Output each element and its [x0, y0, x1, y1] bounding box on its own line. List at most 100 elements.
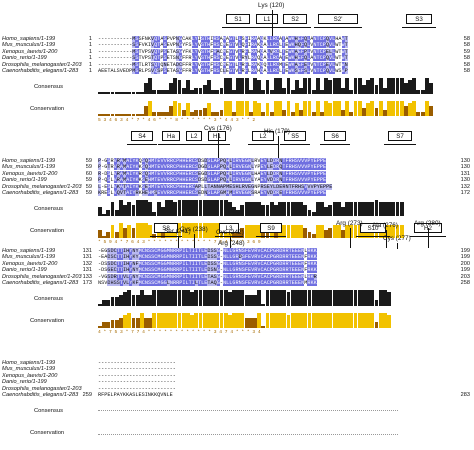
sequence-start: 133 [82, 273, 92, 280]
consensus-bar [244, 78, 249, 95]
conservation-bar [382, 110, 387, 117]
conservation-numbers: * 5 9 4 * 7 6 4 3 * * * * * * * * * * * … [98, 240, 261, 246]
conservation-bar [127, 114, 132, 117]
consensus-bar [244, 202, 249, 217]
consensus-bar [248, 90, 253, 95]
consensus-bar [357, 202, 362, 217]
structure-arrow [256, 236, 286, 237]
consensus-bar [353, 290, 358, 307]
conservation-bar [362, 107, 366, 117]
consensus-bar [290, 202, 295, 217]
conservation-bar [215, 223, 220, 239]
conservation-bar [357, 101, 362, 117]
consensus-bar [429, 82, 433, 95]
consensus-bar [98, 207, 102, 217]
secondary-structure-label: S8 [154, 223, 178, 233]
sequence-row: -----------MSTLRTSQTQNETADCFFRLYVSTHFRSC… [98, 61, 348, 68]
consensus-bar [315, 78, 320, 95]
conservation-bar [332, 313, 337, 329]
species-name: Caenorhabditis_elegans/1-283 [2, 392, 79, 398]
conservation-bar [102, 114, 107, 117]
conservation-bar [186, 223, 190, 239]
conservation-bar [206, 313, 211, 329]
conservation-bar [366, 103, 371, 117]
sequence-row: P-GSRVRAMAIYKQSQHMTEVVRRCPHHERCSDSDGLAPP… [98, 158, 327, 164]
sequence-end: 58 [463, 42, 470, 49]
conservation-bar [248, 317, 253, 329]
conservation-bar [227, 101, 232, 117]
conservation-bar [366, 313, 371, 329]
consensus-bar [131, 92, 136, 95]
conservation-bar [232, 112, 236, 117]
sequence-start: 131 [82, 267, 92, 274]
conservation-bar [144, 105, 148, 117]
consensus-bar [336, 290, 341, 307]
conservation-bar [399, 225, 404, 239]
conservation-bar [198, 110, 203, 117]
consensus-bar [211, 290, 216, 307]
consensus-bar [198, 200, 203, 217]
consensus-bar [424, 78, 429, 95]
consensus-bar [240, 204, 245, 217]
consensus-bar [190, 90, 195, 95]
conservation-bar [139, 114, 144, 117]
consensus-bar [345, 78, 350, 95]
conservation-bar [98, 229, 102, 239]
consensus-bar [307, 78, 312, 95]
consensus-bar [156, 202, 161, 217]
conservation-bar [391, 101, 396, 117]
secondary-structure-label: Ha [162, 131, 180, 141]
consensus-bar [357, 290, 362, 307]
conservation-bar [382, 313, 387, 329]
conservation-bar [345, 101, 350, 117]
sequence-end: 203 [460, 273, 470, 280]
conservation-bar [181, 223, 186, 239]
consensus-bar [357, 78, 362, 95]
residue-annotation: Cys (238) [180, 226, 208, 233]
structure-arrow [279, 27, 311, 28]
conservation-bar [177, 223, 182, 239]
species-name: Xenopus_laevis/1-200 [2, 372, 58, 379]
consensus-bar [102, 214, 107, 217]
conservation-bar [374, 107, 379, 117]
consensus-bar [139, 290, 144, 307]
consensus-bar [215, 90, 220, 95]
conservation-bar [299, 313, 304, 329]
consensus-bar [387, 292, 392, 307]
conservation-bar [156, 112, 161, 117]
consensus-bar [265, 290, 270, 307]
consensus-bar [278, 202, 283, 217]
consensus-bar [303, 290, 308, 307]
annotation-leader [218, 133, 219, 158]
conservation-bar [244, 317, 249, 329]
conservation-bar [156, 313, 161, 329]
consensus-bar [362, 290, 366, 307]
consensus-bar [202, 290, 207, 307]
consensus-bar [403, 82, 408, 95]
conservation-bar [139, 223, 144, 239]
sequence-start: 59 [85, 158, 92, 164]
consensus-bar [378, 290, 383, 307]
consensus-bar [181, 200, 186, 217]
structure-arrow [215, 236, 243, 237]
conservation-bar [190, 315, 195, 329]
species-name: Mus_musculus/1-199 [2, 164, 56, 171]
consensus-bar [328, 80, 333, 95]
conservation-bar [345, 313, 350, 329]
conservation-bar [303, 313, 308, 329]
conservation-bar [294, 313, 299, 329]
sequence-row: P-QSLVRAMAIYKKSEHMTEVVRRCPHHERCSDSDGLAPP… [98, 177, 327, 184]
conservation-bar [98, 326, 102, 329]
structure-arrow [182, 144, 206, 145]
consensus-bar [177, 80, 182, 95]
conservation-bar [370, 101, 375, 117]
conservation-bar [357, 225, 362, 239]
consensus-bar [349, 90, 354, 95]
conservation-bar [102, 236, 107, 239]
conservation-bar [282, 110, 287, 117]
conservation-bar [332, 101, 337, 117]
conservation-bar [144, 317, 148, 329]
consensus-bar [320, 202, 324, 217]
consensus-bar [118, 92, 123, 95]
consensus-bar [227, 78, 232, 95]
